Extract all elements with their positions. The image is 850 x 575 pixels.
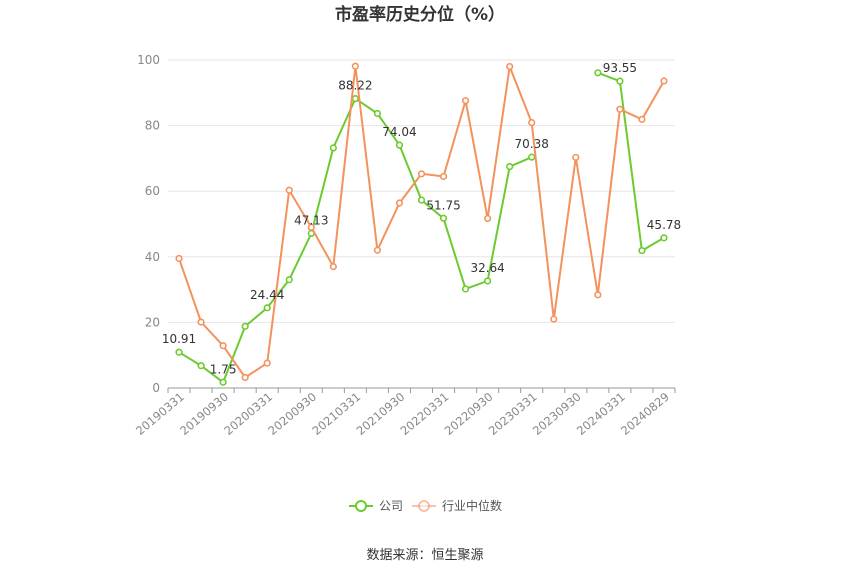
point-industry-median-20200930[interactable] [307,223,315,231]
point-company-20220331[interactable] [439,214,448,222]
y-tick-label-60: 60 [145,184,160,198]
legend-marker-industry-median[interactable] [418,500,430,512]
data-label-company-20200331: 24.44 [250,288,284,302]
point-industry-median-20190630[interactable] [197,318,205,326]
point-company-20210930[interactable] [395,141,404,149]
point-company-20220930[interactable] [484,277,492,285]
data-labels: 10.91 1.75 24.44 47.13 88.22 74.04 51.75 32.64 7… [162,61,681,376]
point-industry-median-20200630[interactable] [285,186,293,194]
point-company-20220630[interactable] [461,285,470,293]
y-tick-label-40: 40 [145,250,160,264]
point-company-20210331[interactable] [351,95,359,103]
point-industry-median-20210331[interactable] [351,62,359,70]
data-label-company-20220331: 51.75 [426,198,460,212]
point-industry-median-20240630[interactable] [638,115,646,123]
data-label-company-20230331: 70.38 [515,137,549,151]
point-industry-median-20200331[interactable] [263,359,271,367]
point-company-20200331[interactable] [263,304,271,312]
point-industry-median-20190331[interactable] [175,254,183,263]
point-company-20190331[interactable] [175,348,183,356]
data-label-company-20240331: 93.55 [603,61,637,75]
y-tick-label-0: 0 [152,381,160,395]
data-label-company-20210331: 88.22 [338,79,372,93]
point-company-20191231[interactable] [241,322,249,330]
axes: 0204060801002019033120190930202003312020… [133,53,676,438]
data-label-company-20190331: 10.91 [162,332,196,346]
point-industry-median-20230331[interactable] [528,119,536,127]
point-industry-median-20191231[interactable] [241,373,249,382]
chart-title: 市盈率历史分位（%） [335,4,505,25]
point-industry-median-20220630[interactable] [461,97,470,105]
series-layer [175,62,668,386]
point-company-20201231[interactable] [329,144,337,152]
y-tick-label-20: 20 [145,315,160,329]
point-industry-median-20221231[interactable] [506,62,514,71]
point-industry-median-20220930[interactable] [484,214,492,223]
data-label-company-20200930: 47.13 [294,213,328,227]
point-company-20240331[interactable] [616,77,624,85]
point-industry-median-20201231[interactable] [329,263,337,271]
point-industry-median-20230630[interactable] [550,315,558,323]
point-industry-median-20211231[interactable] [417,170,426,178]
data-label-company-20240829: 45.78 [647,218,681,232]
point-industry-median-20220331[interactable] [439,172,448,181]
legend: 公司 行业中位数 [349,498,502,513]
point-company-20240829[interactable] [660,234,668,242]
point-industry-median-20240829[interactable] [660,77,668,85]
point-company-20211231[interactable] [417,196,426,204]
point-industry-median-20210630[interactable] [373,246,382,254]
legend-label-company[interactable]: 公司 [379,499,403,513]
y-tick-label-80: 80 [145,119,160,133]
point-company-20200630[interactable] [285,276,293,284]
point-industry-median-20210930[interactable] [395,199,404,207]
series-line-industry-median [178,62,665,379]
point-industry-median-20230930[interactable] [572,153,580,162]
point-company-20231231[interactable] [594,69,602,77]
point-company-20221231[interactable] [506,163,514,171]
legend-label-industry-median[interactable]: 行业中位数 [442,498,502,513]
legend-marker-company[interactable] [355,500,367,512]
point-company-20190930[interactable] [219,378,227,386]
series-line-company [178,71,665,384]
point-company-20230331[interactable] [528,153,536,161]
point-industry-median-20240331[interactable] [616,105,624,113]
data-label-company-20190930: 1.75 [210,362,237,376]
x-tick-label-20240829: 20240829 [618,390,672,438]
point-company-20190630[interactable] [197,362,205,370]
point-company-20210630[interactable] [373,109,382,118]
data-label-company-20220930: 32.64 [470,261,504,275]
source-note: 数据来源：恒生聚源 [366,548,483,563]
point-industry-median-20231231[interactable] [594,291,602,299]
y-tick-label-100: 100 [137,53,160,67]
grid [168,59,675,323]
point-company-20240630[interactable] [638,246,646,255]
point-industry-median-20190930[interactable] [219,342,227,350]
data-label-company-20210930: 74.04 [382,125,416,139]
